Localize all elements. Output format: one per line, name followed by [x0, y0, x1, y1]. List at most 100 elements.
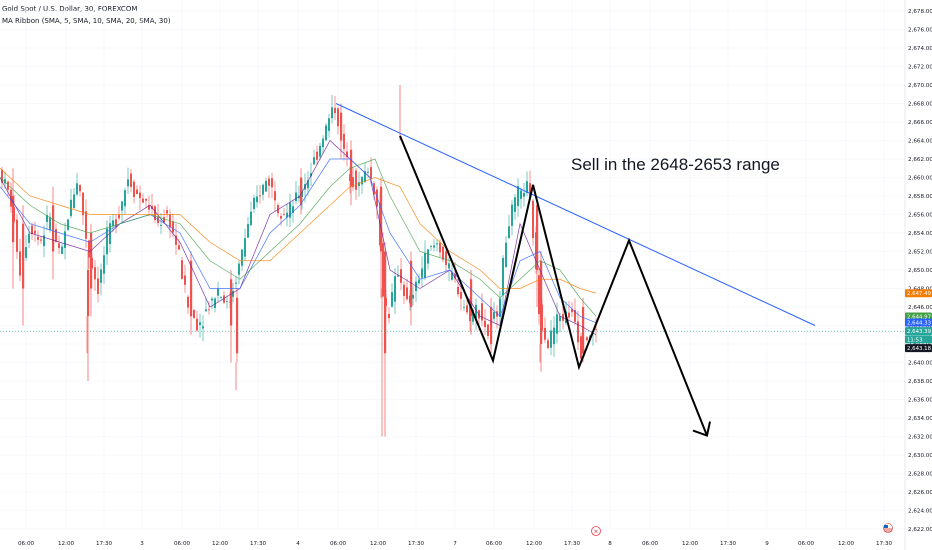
- candle-body: [325, 125, 327, 141]
- candle-body: [319, 145, 321, 157]
- candle-body: [466, 305, 468, 313]
- price-tag: 2,643.39: [905, 327, 932, 336]
- time-axis: 06:00 12:00 17:30 3 06:00 12:00 17:30 4 06:00 12:…: [18, 541, 893, 547]
- x-tick-label: 9: [765, 541, 769, 547]
- sell-annotation: Sell in the 2648-2653 range: [571, 155, 780, 174]
- candle-body: [181, 260, 183, 279]
- ma-line: [0, 158, 597, 317]
- candle-body: [550, 330, 552, 348]
- candle-body: [286, 212, 288, 218]
- y-tick-label: 2,626.00: [908, 490, 932, 496]
- candle-body: [463, 306, 465, 308]
- candle-body: [520, 190, 522, 199]
- candle-body: [238, 263, 240, 275]
- candle-body: [380, 186, 383, 252]
- candle-body: [148, 204, 150, 210]
- y-tick-label: 2,670.00: [908, 83, 932, 89]
- candle-body: [1, 169, 3, 183]
- candle-body: [316, 151, 318, 160]
- candle-body: [586, 337, 588, 341]
- candle-body: [73, 194, 75, 208]
- y-tick-label: 2,658.00: [908, 194, 932, 200]
- y-tick-label: 2,640.00: [908, 361, 932, 367]
- candle-body: [350, 149, 353, 187]
- candle-body: [34, 230, 36, 234]
- candle-body: [481, 303, 483, 321]
- y-tick-label: 2,644.00: [908, 324, 932, 330]
- y-tick-label: 2,674.00: [908, 46, 932, 52]
- candle-body: [412, 294, 414, 299]
- candle-body: [94, 267, 96, 280]
- candle-body: [90, 233, 93, 289]
- candle-body: [295, 192, 297, 202]
- x-tick-label: 17:30: [720, 541, 737, 547]
- projection-arrowhead: [692, 421, 711, 437]
- candle-body: [553, 327, 555, 345]
- candle-body: [343, 134, 345, 149]
- candle-body: [67, 219, 69, 230]
- candle-body: [538, 275, 540, 315]
- candle-body: [16, 219, 18, 252]
- y-tick-label: 2,654.00: [908, 231, 932, 237]
- candle-body: [547, 340, 549, 349]
- candle-body: [109, 223, 111, 245]
- candle-body: [97, 278, 99, 294]
- candle-body: [307, 180, 309, 189]
- candle-body: [230, 279, 233, 326]
- x-tick-label: 17:30: [876, 541, 893, 547]
- us-flag-icon[interactable]: [883, 523, 893, 533]
- candle-body: [571, 309, 573, 313]
- candle-body: [595, 329, 597, 330]
- candle-body: [226, 301, 228, 303]
- y-tick-label: 2,630.00: [908, 453, 932, 459]
- candle-body: [40, 239, 42, 241]
- candle-body: [25, 247, 27, 258]
- candle-body: [145, 198, 147, 201]
- symbol-title: Gold Spot / U.S. Dollar, 30, FOREXCOM: [2, 5, 138, 13]
- candle-body: [536, 205, 539, 270]
- svg-text:2,644.33: 2,644.33: [907, 320, 931, 326]
- candle-body: [451, 273, 453, 280]
- candle-body: [133, 181, 135, 198]
- candle-body: [82, 192, 84, 216]
- candle-body: [70, 199, 72, 217]
- projection-zigzag: [399, 135, 708, 436]
- indicator-legend: MA Ribbon (SMA, 5, SMA, 10, SMA, 20, SMA…: [2, 17, 171, 25]
- candle-body: [577, 321, 579, 343]
- price-tags: 2,647.49 2,644.972,644.33 2,643.39 11:53 2,6…: [905, 289, 932, 353]
- candle-body: [88, 240, 90, 258]
- candle-body: [112, 220, 114, 227]
- x-tick-label: 12:00: [526, 541, 543, 547]
- candle-body: [556, 314, 558, 334]
- candle-body: [202, 326, 204, 329]
- candle-body: [292, 206, 294, 213]
- candle-body: [475, 304, 477, 319]
- candle-body: [223, 295, 225, 303]
- candle-body: [346, 151, 348, 158]
- y-tick-label: 2,650.00: [908, 268, 932, 274]
- y-tick-label: 2,662.00: [908, 157, 932, 163]
- x-tick-label: 06:00: [18, 541, 35, 547]
- candle-body: [445, 251, 447, 266]
- candle-body: [19, 251, 21, 276]
- candle-body: [64, 231, 66, 248]
- candle-body: [337, 108, 339, 127]
- candle-body: [49, 217, 51, 230]
- candle-body: [427, 249, 429, 264]
- svg-text:2,643.18: 2,643.18: [907, 346, 932, 352]
- candle-body: [424, 252, 426, 278]
- price-axis: 2,622.00 2,624.00 2,626.00 2,628.00 2,630.00…: [908, 9, 932, 533]
- candle-body: [410, 260, 413, 307]
- candle-body: [454, 273, 456, 279]
- candle-body: [172, 221, 174, 233]
- y-tick-label: 2,678.00: [908, 9, 932, 15]
- flag-icon[interactable]: ✕: [591, 526, 601, 536]
- candle-body: [31, 225, 33, 235]
- candle-body: [514, 197, 516, 212]
- candle-body: [391, 292, 393, 307]
- candle-body: [470, 279, 473, 317]
- candle-body: [79, 185, 81, 192]
- candle-body: [166, 210, 168, 214]
- x-tick-label: 3: [140, 541, 144, 547]
